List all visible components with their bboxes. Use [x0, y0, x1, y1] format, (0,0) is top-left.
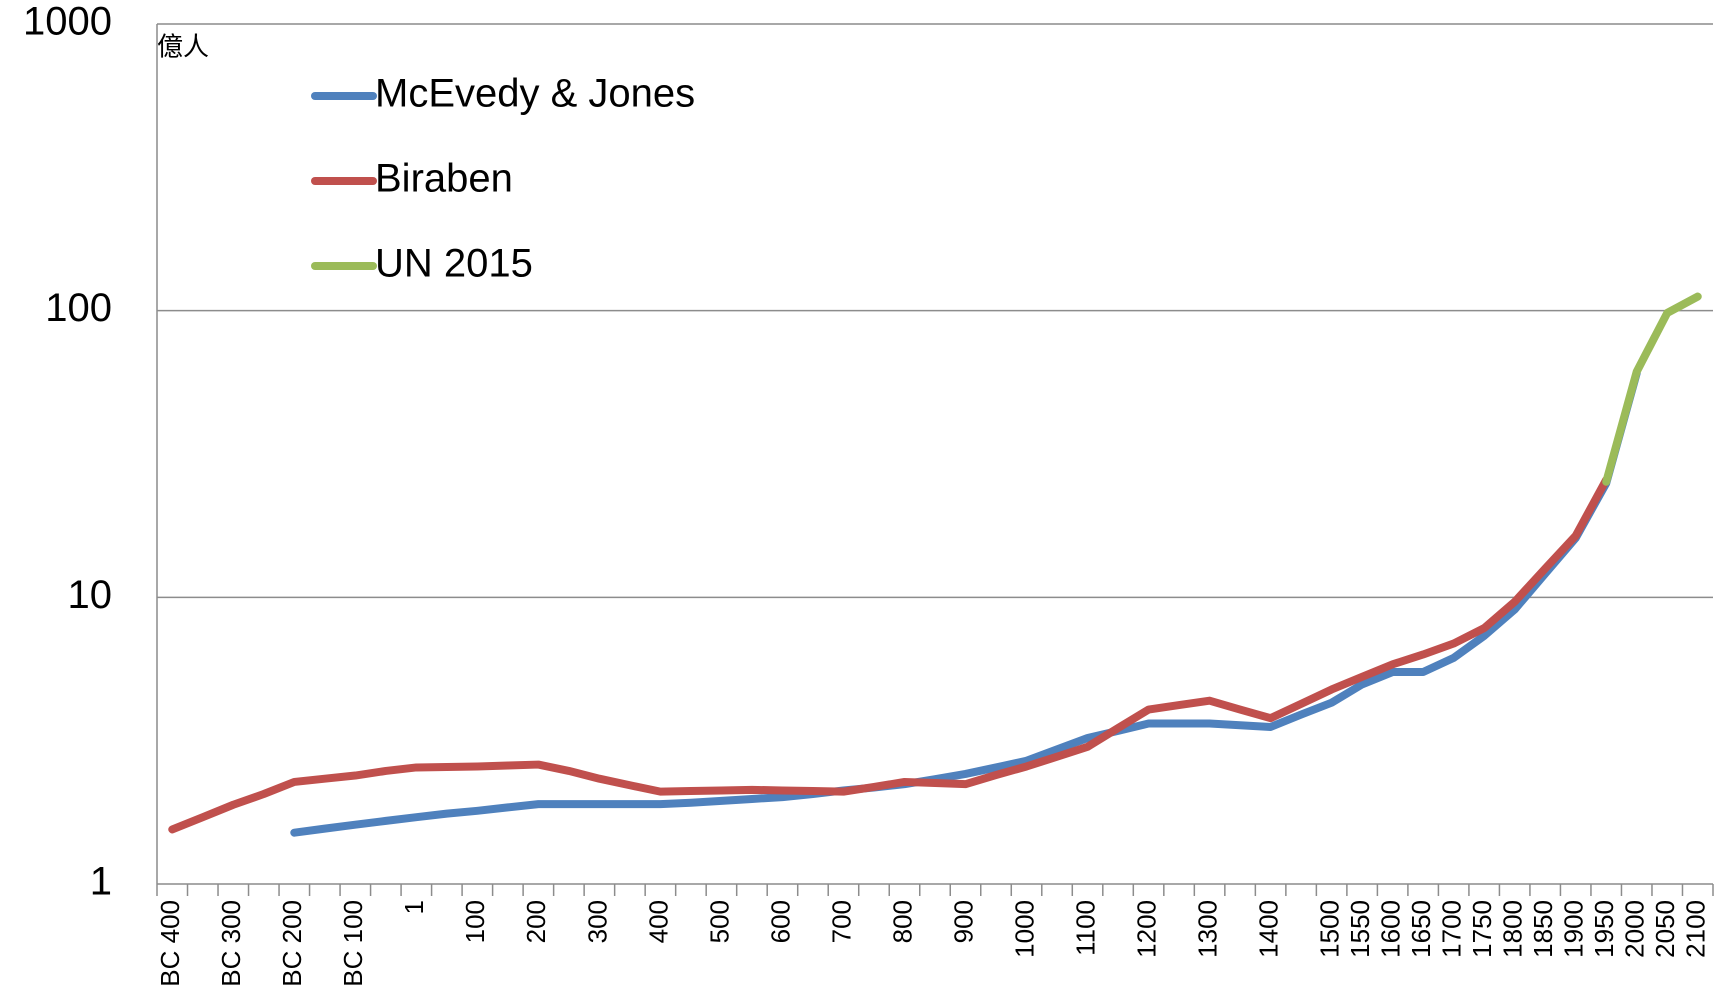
x-tick-label: 2000 [1620, 900, 1650, 958]
x-tick-label: 2100 [1681, 900, 1711, 958]
x-tick-label: 100 [460, 900, 490, 943]
legend-label: UN 2015 [375, 242, 533, 286]
x-tick-label: 1 [399, 900, 429, 914]
x-tick-label: 900 [948, 900, 978, 943]
x-tick-label: 1100 [1070, 900, 1100, 956]
x-tick-label: BC 400 [155, 900, 185, 987]
x-tick-label: BC 300 [216, 900, 246, 987]
x-tick-label: 1800 [1498, 900, 1528, 958]
y-tick-label: 1 [90, 860, 112, 904]
data-line [1602, 292, 1702, 486]
y-axis-label: 億人 [157, 33, 209, 63]
x-tick-label: 1600 [1376, 900, 1406, 958]
x-tick-label: 1650 [1406, 900, 1436, 958]
y-tick-label: 100 [45, 286, 112, 330]
x-tick-label: 300 [582, 900, 612, 943]
legend-label: McEvedy & Jones [375, 72, 695, 116]
x-tick-label: 700 [826, 900, 856, 943]
x-tick-label: 1200 [1131, 900, 1161, 958]
data-line [290, 369, 1641, 837]
x-tick-label: 1500 [1315, 900, 1345, 958]
x-tick-label: 1900 [1559, 900, 1589, 958]
x-tick-label: 1750 [1467, 900, 1497, 958]
x-tick-label: 1850 [1528, 900, 1558, 958]
x-tick-label: 400 [643, 900, 673, 943]
x-tick-label: BC 100 [338, 900, 368, 987]
x-tick-label: 800 [887, 900, 917, 943]
x-tick-label: 1550 [1345, 900, 1375, 958]
x-tick-label: BC 200 [277, 900, 307, 987]
x-tick-label: 500 [704, 900, 734, 943]
x-tick-label: 1700 [1437, 900, 1467, 958]
data-line [168, 475, 1611, 834]
x-tick-label: 1000 [1009, 900, 1039, 958]
x-tick-label: 1300 [1192, 900, 1222, 958]
x-tick-label: 1950 [1589, 900, 1619, 958]
x-tick-label: 2050 [1650, 900, 1680, 958]
x-tick-label: 600 [765, 900, 795, 943]
x-tick-label: 200 [521, 900, 551, 943]
y-tick-label: 1000 [23, 0, 112, 44]
x-tick-label: 1400 [1253, 900, 1283, 958]
y-tick-label: 10 [68, 573, 113, 617]
legend-label: Biraben [375, 157, 513, 201]
